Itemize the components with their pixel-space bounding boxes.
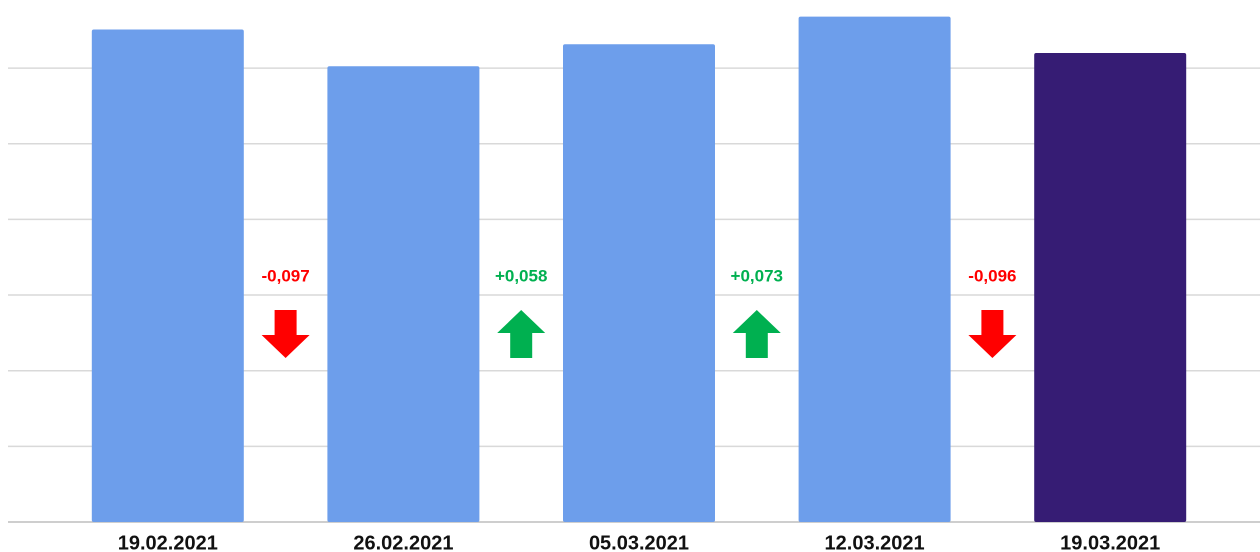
change-label: +0,073	[731, 266, 783, 285]
bar	[798, 16, 951, 522]
x-tick-label: 05.03.2021	[589, 532, 689, 552]
change-label: -0,096	[968, 266, 1016, 285]
x-tick-label: 19.03.2021	[1060, 532, 1160, 552]
x-tick-label: 12.03.2021	[825, 532, 925, 552]
x-tick-label: 19.02.2021	[118, 532, 218, 552]
bar	[1034, 52, 1187, 523]
change-label: -0,097	[261, 266, 309, 285]
change-label: +0,058	[495, 266, 547, 285]
change-arrow	[732, 310, 781, 358]
bar	[91, 29, 244, 523]
bar	[563, 44, 715, 522]
change-arrow	[968, 310, 1017, 358]
change-arrow	[261, 310, 310, 358]
x-tick-label: 26.02.2021	[353, 532, 453, 552]
bar	[327, 66, 480, 523]
change-arrow	[497, 310, 546, 358]
